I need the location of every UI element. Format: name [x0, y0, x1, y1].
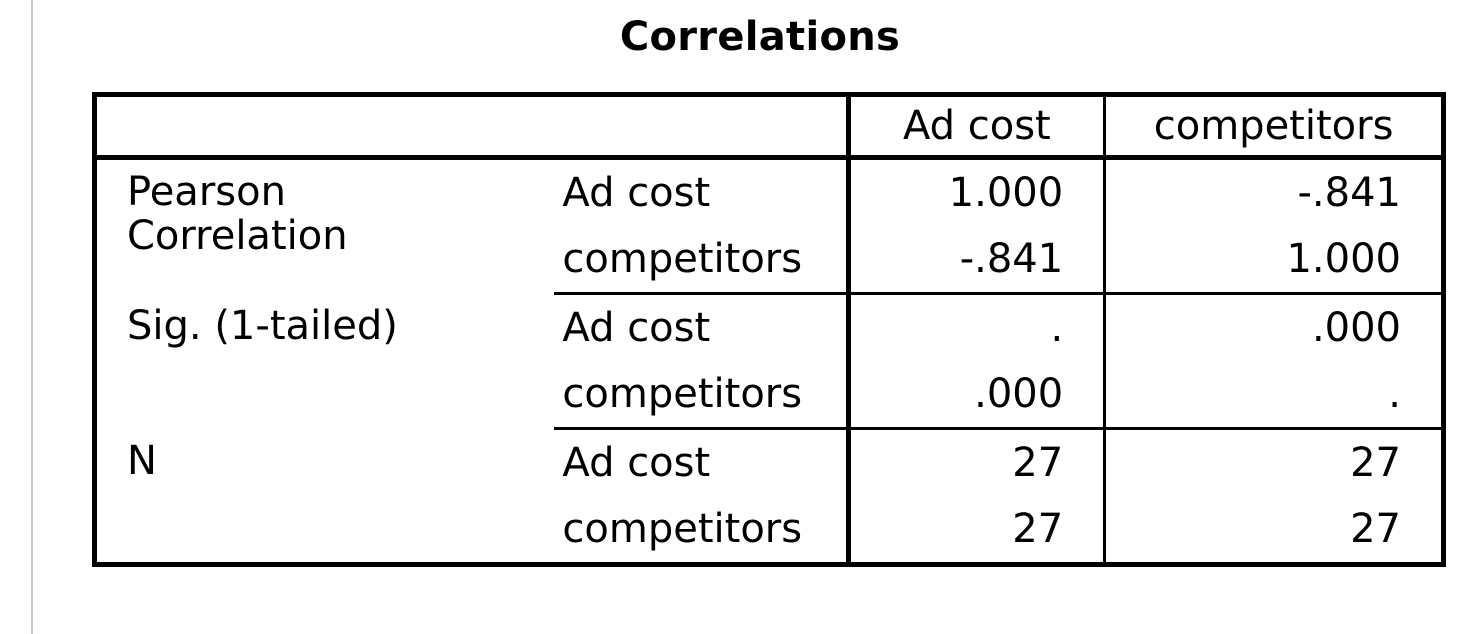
group-label-line: N [127, 437, 157, 484]
table-row: competitors .000 . [95, 361, 1444, 430]
table-row: Pearson Correlation Ad cost 1.000 -.841 [95, 157, 1444, 258]
row-sub-label: Ad cost [562, 305, 711, 351]
row-sub-label: Ad cost [562, 440, 711, 486]
table-cell: 27 [845, 428, 1105, 496]
header-empty-cell [94, 94, 555, 160]
group-label-line: Correlation [127, 213, 348, 259]
table-row: N Ad cost 27 27 [95, 428, 1444, 496]
table-cell: . [845, 293, 1105, 361]
table-cell: -.841 [1103, 157, 1444, 226]
table-cell: 27 [845, 496, 1105, 565]
group-label-line: Sig. (1-tailed) [127, 302, 398, 349]
table-cell: 1.000 [1103, 226, 1444, 295]
column-header-ad-cost: Ad cost [845, 94, 1105, 160]
correlations-table: Ad cost competitors Pearson Correlation … [92, 92, 1446, 567]
row-group-label: Sig. (1-tailed) [95, 294, 555, 429]
header-empty-cell [554, 94, 849, 160]
row-sub-label: Ad cost [562, 170, 711, 216]
table-cell: 27 [1103, 496, 1444, 565]
row-sub-label: competitors [562, 506, 803, 552]
row-group-label: N [95, 429, 555, 565]
table-row: Sig. (1-tailed) Ad cost . .000 [95, 293, 1444, 361]
table-title: Correlations [619, 14, 901, 60]
row-sub-label: competitors [554, 226, 849, 295]
table-cell: . [1103, 361, 1444, 430]
group-label-line: Pearson [127, 169, 286, 215]
left-margin-rule [31, 0, 33, 634]
table-cell: .000 [1103, 293, 1444, 361]
table-cell: 1.000 [845, 157, 1105, 226]
table-cell: .000 [845, 361, 1105, 430]
header-row: Ad cost competitors [94, 94, 1444, 160]
table-cell: -.841 [845, 226, 1105, 295]
table-row: competitors 27 27 [95, 496, 1444, 565]
row-group-label: Pearson Correlation [95, 158, 555, 294]
column-header-competitors: competitors [1103, 94, 1444, 160]
table-row: competitors -.841 1.000 [95, 226, 1444, 295]
row-sub-label: competitors [554, 361, 849, 430]
table-cell: 27 [1103, 428, 1444, 496]
